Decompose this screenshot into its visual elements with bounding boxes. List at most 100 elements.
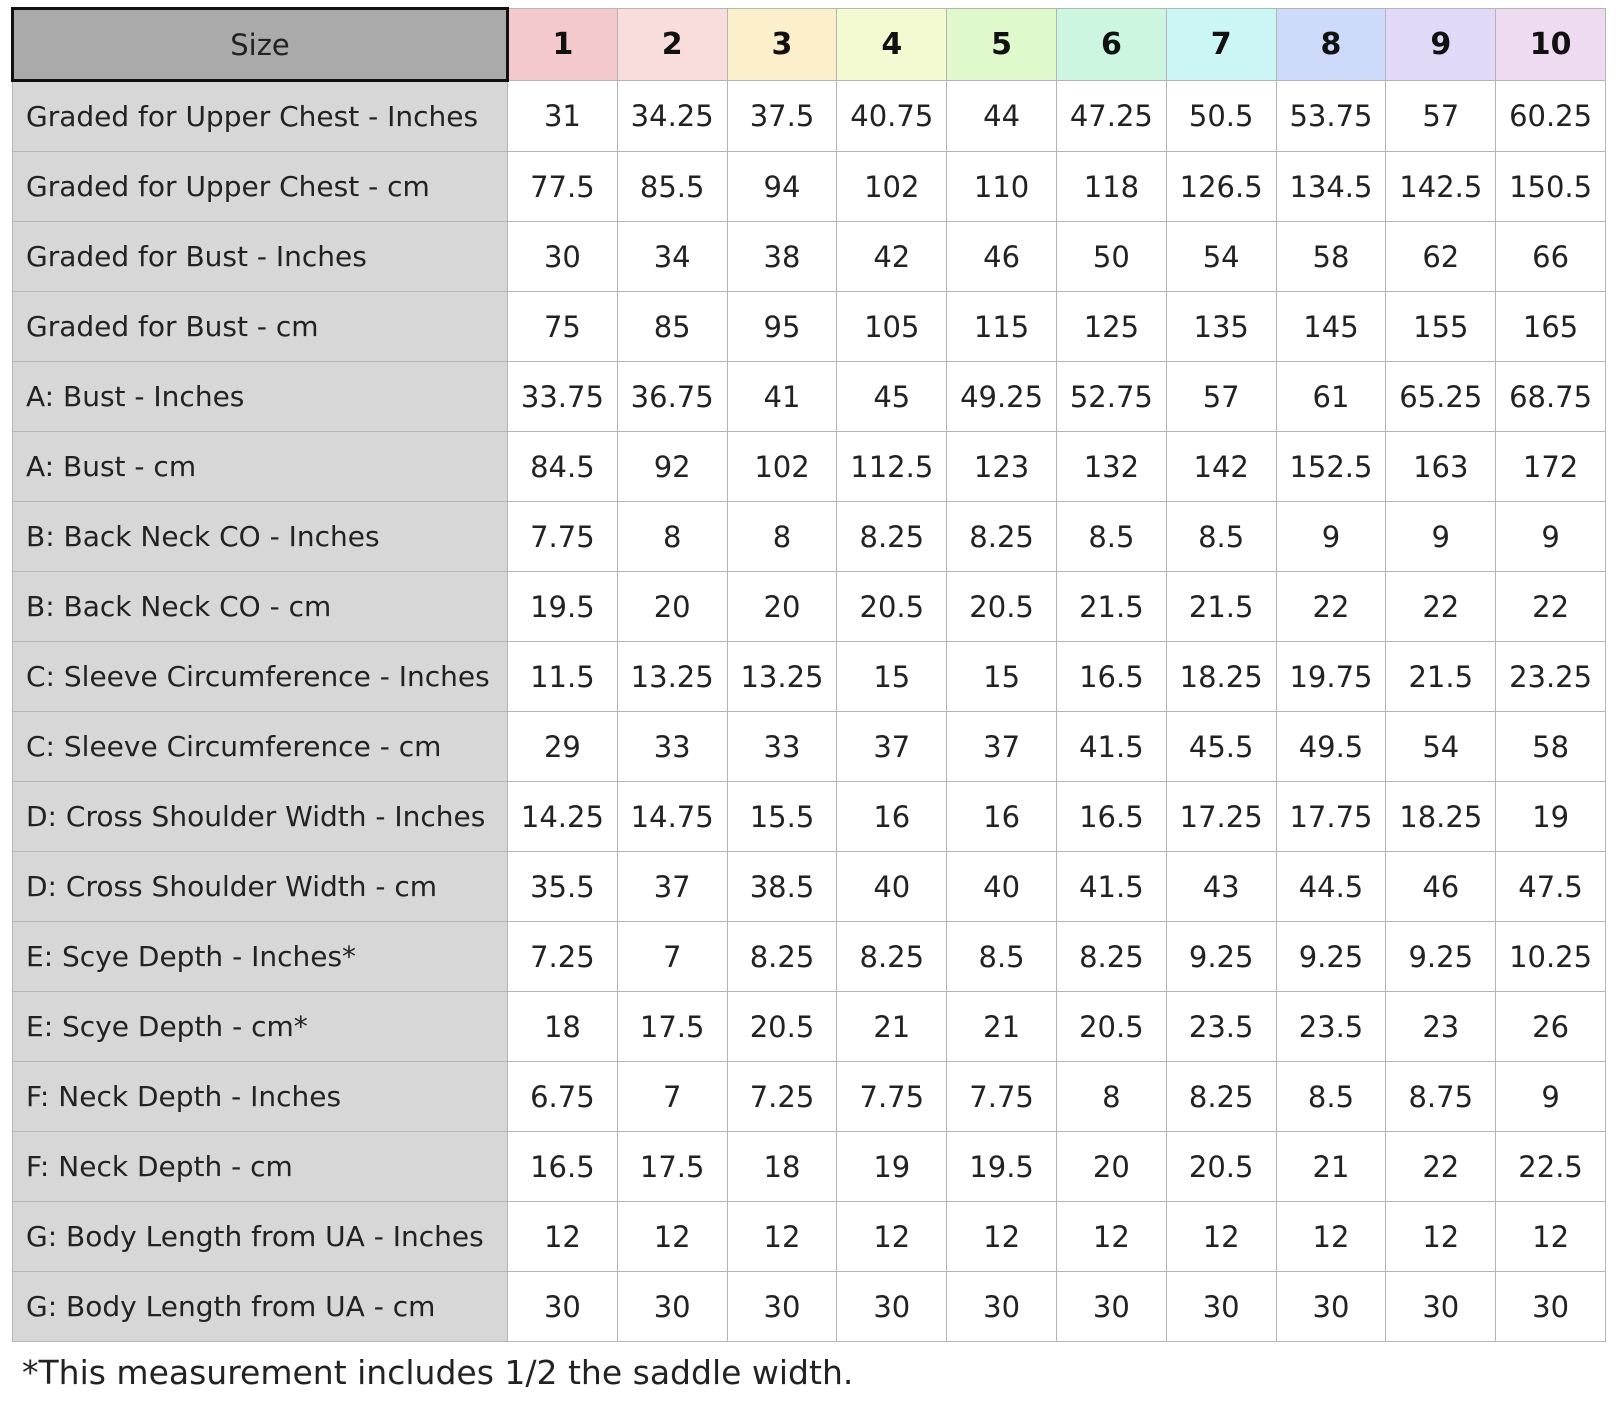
table-cell: 23.5	[1275, 991, 1387, 1062]
table-cell: 54	[1165, 221, 1277, 292]
table-cell: 37	[836, 711, 948, 782]
table-row: B: Back Neck CO - cm 19.5 20 20 20.5 20.5 21.5…	[12, 571, 1606, 642]
size-header-4: 4	[836, 8, 948, 81]
table-cell: 15	[836, 641, 948, 712]
table-row: Graded for Upper Chest - cm 77.5 85.5 94 102…	[12, 151, 1606, 222]
table-cell: 54	[1385, 711, 1497, 782]
table-cell: 61	[1275, 361, 1387, 432]
table-cell: 23.5	[1165, 991, 1277, 1062]
table-row: E: Scye Depth - Inches* 7.25 7 8.25 8.25 8.5 8…	[12, 921, 1606, 992]
table-cell: 68.75	[1495, 361, 1606, 432]
table-cell: 8.25	[1055, 921, 1167, 992]
table-cell: 12	[507, 1201, 618, 1272]
table-cell: 30	[507, 1271, 618, 1342]
table-cell: 53.75	[1275, 80, 1387, 152]
table-cell: 30	[616, 1271, 728, 1342]
row-label: F: Neck Depth - cm	[12, 1131, 508, 1202]
size-header: Size	[11, 7, 509, 82]
table-cell: 10.25	[1495, 921, 1606, 992]
table-cell: 46	[946, 221, 1057, 292]
row-label: Graded for Upper Chest - Inches	[12, 80, 508, 152]
table-cell: 17.25	[1165, 781, 1277, 852]
table-cell: 33	[616, 711, 728, 782]
table-cell: 47.5	[1495, 851, 1606, 922]
table-cell: 41.5	[1055, 711, 1167, 782]
table-cell: 12	[1055, 1201, 1167, 1272]
table-cell: 45	[836, 361, 948, 432]
table-cell: 8.25	[836, 501, 948, 572]
table-cell: 12	[726, 1201, 838, 1272]
table-cell: 57	[1165, 361, 1277, 432]
table-cell: 11.5	[507, 641, 618, 712]
table-cell: 9	[1495, 1061, 1606, 1132]
size-header-10: 10	[1495, 8, 1606, 81]
table-cell: 40.75	[836, 80, 948, 152]
table-cell: 21.5	[1385, 641, 1497, 712]
table-cell: 34.25	[616, 80, 728, 152]
table-cell: 31	[507, 80, 618, 152]
row-label: Graded for Bust - Inches	[12, 221, 508, 292]
table-cell: 36.75	[616, 361, 728, 432]
table-cell: 30	[507, 221, 618, 292]
table-cell: 12	[1275, 1201, 1387, 1272]
table-cell: 8.5	[1165, 501, 1277, 572]
table-cell: 20	[726, 571, 838, 642]
table-cell: 21	[1275, 1131, 1387, 1202]
size-header-1: 1	[507, 8, 618, 81]
table-cell: 20.5	[726, 991, 838, 1062]
table-cell: 37	[616, 851, 728, 922]
row-label: D: Cross Shoulder Width - Inches	[12, 781, 508, 852]
table-cell: 12	[946, 1201, 1057, 1272]
size-header-2: 2	[616, 8, 728, 81]
table-cell: 40	[836, 851, 948, 922]
table-cell: 30	[1055, 1271, 1167, 1342]
table-cell: 20.5	[836, 571, 948, 642]
table-cell: 8.25	[946, 501, 1057, 572]
table-cell: 118	[1055, 151, 1167, 222]
table-cell: 17.5	[616, 1131, 728, 1202]
table-cell: 60.25	[1495, 80, 1606, 152]
row-label: F: Neck Depth - Inches	[12, 1061, 508, 1132]
table-cell: 38	[726, 221, 838, 292]
table-cell: 21	[836, 991, 948, 1062]
table-cell: 16	[836, 781, 948, 852]
size-header-7: 7	[1165, 8, 1277, 81]
table-cell: 7.75	[836, 1061, 948, 1132]
table-cell: 44.5	[1275, 851, 1387, 922]
table-cell: 16.5	[1055, 781, 1167, 852]
table-cell: 22.5	[1495, 1131, 1606, 1202]
table-cell: 19	[1495, 781, 1606, 852]
table-cell: 95	[726, 291, 838, 362]
row-label: E: Scye Depth - cm*	[12, 991, 508, 1062]
table-cell: 94	[726, 151, 838, 222]
table-cell: 9.25	[1275, 921, 1387, 992]
table-cell: 8.25	[726, 921, 838, 992]
table-cell: 165	[1495, 291, 1606, 362]
table-row: A: Bust - Inches 33.75 36.75 41 45 49.25 52.75…	[12, 361, 1606, 432]
footnote: *This measurement includes 1/2 the saddl…	[22, 1353, 854, 1392]
table-cell: 8	[616, 501, 728, 572]
table-cell: 134.5	[1275, 151, 1387, 222]
size-header-5: 5	[946, 8, 1057, 81]
table-row: Graded for Bust - Inches 30 34 38 42 46 50 54 58…	[12, 221, 1606, 292]
table-cell: 23	[1385, 991, 1497, 1062]
table-cell: 155	[1385, 291, 1497, 362]
table-cell: 8.75	[1385, 1061, 1497, 1132]
table-cell: 46	[1385, 851, 1497, 922]
table-cell: 135	[1165, 291, 1277, 362]
table-cell: 6.75	[507, 1061, 618, 1132]
table-cell: 8	[1055, 1061, 1167, 1132]
row-label: B: Back Neck CO - cm	[12, 571, 508, 642]
table-cell: 26	[1495, 991, 1606, 1062]
table-cell: 29	[507, 711, 618, 782]
table-cell: 44	[946, 80, 1057, 152]
table-cell: 58	[1275, 221, 1387, 292]
table-cell: 77.5	[507, 151, 618, 222]
table-cell: 35.5	[507, 851, 618, 922]
table-cell: 7.25	[507, 921, 618, 992]
table-cell: 8	[726, 501, 838, 572]
table-cell: 40	[946, 851, 1057, 922]
table-cell: 41.5	[1055, 851, 1167, 922]
table-cell: 19.5	[946, 1131, 1057, 1202]
size-header-8: 8	[1275, 8, 1387, 81]
